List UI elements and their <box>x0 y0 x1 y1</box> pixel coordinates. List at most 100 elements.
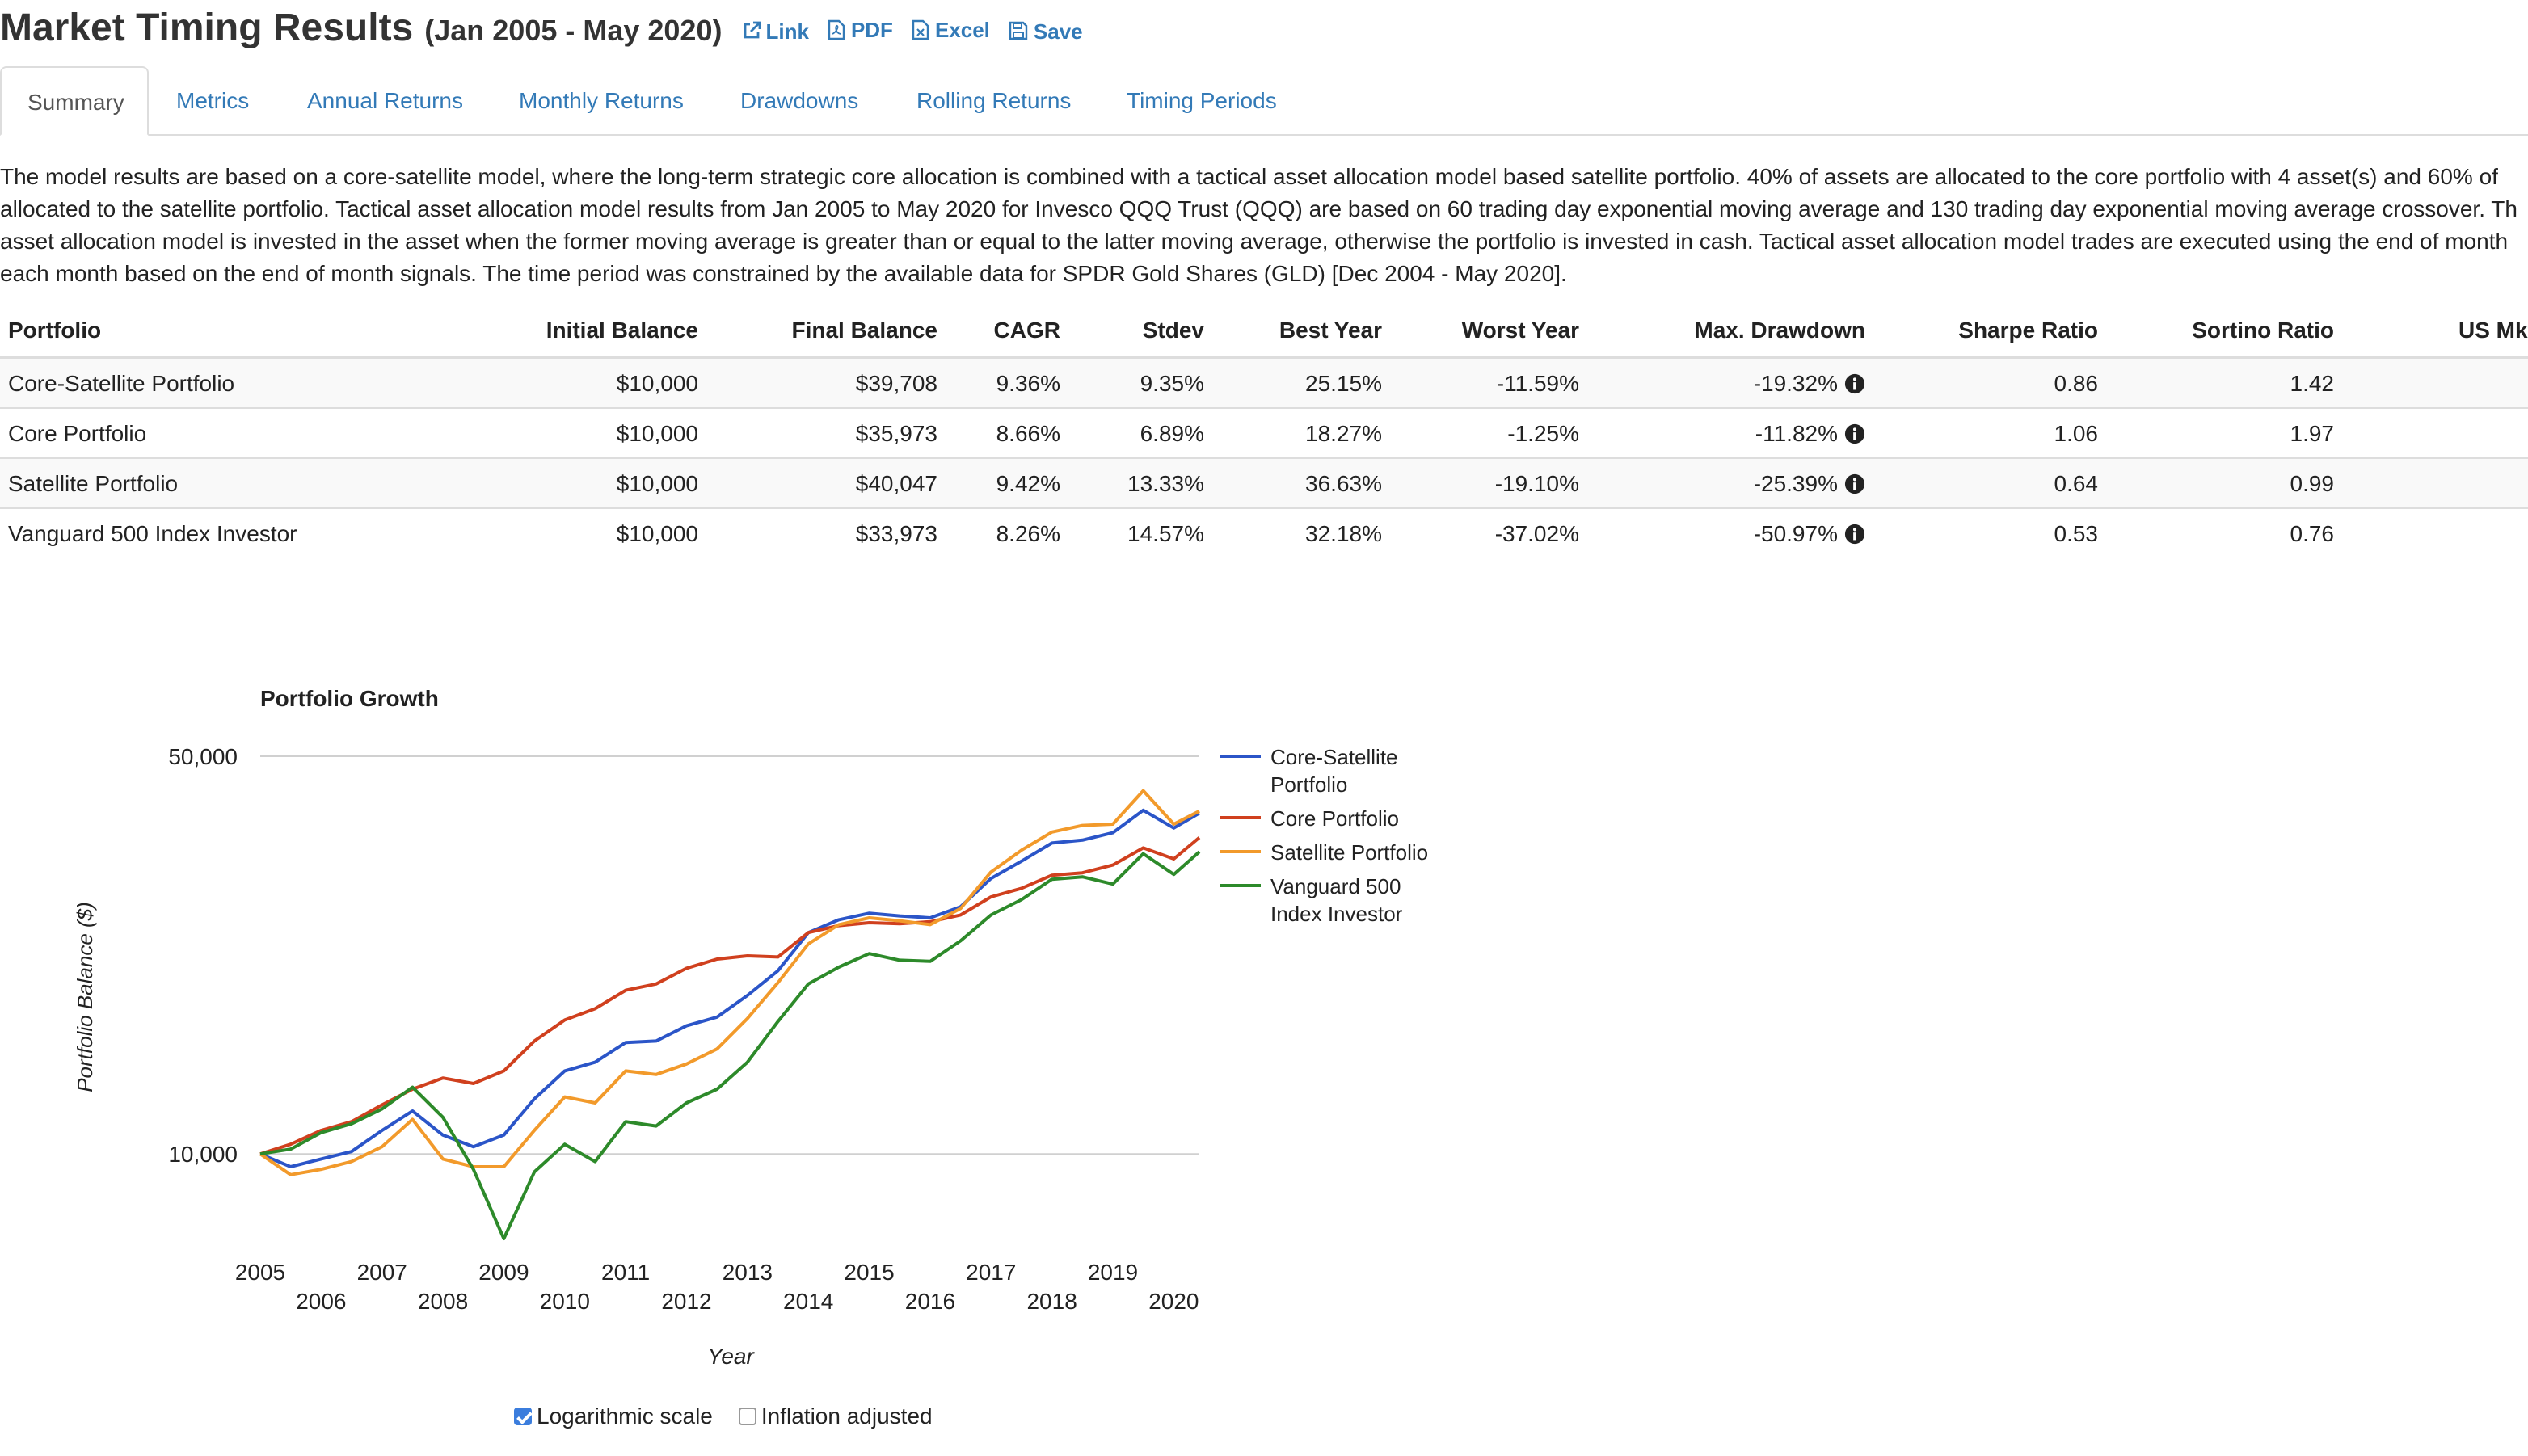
x-tick-label: 2005 <box>235 1260 285 1285</box>
tab-timing-periods[interactable]: Timing Periods <box>1127 87 1277 113</box>
col-final-balance: Final Balance <box>698 304 937 359</box>
tab-metrics[interactable]: Metrics <box>176 87 250 113</box>
x-axis-label: Year <box>707 1344 755 1369</box>
link-label: Link <box>765 19 809 43</box>
cell-sortino-ratio: 0.76 <box>2098 507 2334 558</box>
chart-options: Logarithmic scale Inflation adjusted <box>514 1403 933 1429</box>
series-line <box>259 789 1200 1176</box>
max-drawdown-value: -11.82% <box>1755 420 1838 446</box>
cell-initial-balance: $10,000 <box>427 507 698 558</box>
results-tabs: Summary Metrics Annual Returns Monthly R… <box>0 66 2528 136</box>
cell-portfolio: Core-Satellite Portfolio <box>0 356 427 408</box>
cell-final-balance: $40,047 <box>698 457 937 508</box>
info-icon[interactable] <box>1844 524 1865 545</box>
cell-worst-year: -19.10% <box>1382 457 1579 508</box>
cell-us-mkt <box>2334 407 2528 458</box>
table-row: Satellite Portfolio $10,000 $40,047 9.42… <box>0 457 2528 508</box>
results-table: Portfolio Initial Balance Final Balance … <box>0 304 2528 558</box>
pdf-file-icon <box>828 19 846 40</box>
log-scale-toggle[interactable]: Logarithmic scale <box>514 1403 713 1429</box>
results-header: Market Timing Results (Jan 2005 - May 20… <box>0 6 1083 52</box>
legend-item[interactable]: Vanguard 500 Index Investor <box>1220 874 1403 926</box>
cell-sharpe-ratio: 0.86 <box>1865 356 2098 408</box>
log-scale-checkbox[interactable] <box>514 1407 532 1424</box>
table-row: Vanguard 500 Index Investor $10,000 $33,… <box>0 507 2528 558</box>
legend-item[interactable]: Satellite Portfolio <box>1220 840 1428 865</box>
cell-best-year: 18.27% <box>1204 407 1382 458</box>
cell-sortino-ratio: 1.97 <box>2098 407 2334 458</box>
cell-sharpe-ratio: 1.06 <box>1865 407 2098 458</box>
col-best-year: Best Year <box>1204 304 1382 359</box>
cell-best-year: 36.63% <box>1204 457 1382 508</box>
cell-final-balance: $35,973 <box>698 407 937 458</box>
col-stdev: Stdev <box>1060 304 1204 359</box>
x-tick-label: 2011 <box>601 1260 650 1285</box>
cell-max-drawdown: -19.32% <box>1579 356 1865 408</box>
x-tick-label: 2018 <box>1026 1289 1077 1314</box>
col-sortino-ratio: Sortino Ratio <box>2098 304 2334 359</box>
info-icon[interactable] <box>1844 423 1865 444</box>
col-cagr: CAGR <box>937 304 1060 359</box>
tab-drawdowns[interactable]: Drawdowns <box>740 87 859 113</box>
save-label: Save <box>1033 19 1083 43</box>
legend-label: Core Portfolio <box>1270 806 1399 831</box>
cell-stdev: 13.33% <box>1060 457 1204 508</box>
cell-us-mkt <box>2334 356 2528 408</box>
cell-best-year: 25.15% <box>1204 356 1382 408</box>
cell-portfolio: Core Portfolio <box>0 407 427 458</box>
info-icon[interactable] <box>1844 373 1865 394</box>
cell-stdev: 6.89% <box>1060 407 1204 458</box>
external-link-icon <box>744 21 761 39</box>
excel-button[interactable]: Excel <box>912 18 990 42</box>
x-tick-label: 2020 <box>1148 1289 1199 1314</box>
save-button[interactable]: Save <box>1009 19 1083 43</box>
x-tick-label: 2012 <box>661 1289 711 1314</box>
cell-sharpe-ratio: 0.64 <box>1865 457 2098 508</box>
y-tick-label: 10,000 <box>168 1142 238 1167</box>
tab-summary[interactable]: Summary <box>0 66 149 136</box>
legend-item[interactable]: Core Portfolio <box>1220 806 1399 831</box>
cell-initial-balance: $10,000 <box>427 407 698 458</box>
inflation-checkbox[interactable] <box>738 1407 756 1424</box>
table-row: Core Portfolio $10,000 $35,973 8.66% 6.8… <box>0 407 2528 458</box>
col-max-drawdown: Max. Drawdown <box>1579 304 1865 359</box>
page-title: Market Timing Results <box>0 6 414 50</box>
max-drawdown-value: -25.39% <box>1753 470 1838 496</box>
cell-max-drawdown: -11.82% <box>1579 407 1865 458</box>
inflation-label: Inflation adjusted <box>761 1403 933 1429</box>
x-tick-label: 2019 <box>1088 1260 1138 1285</box>
link-button[interactable]: Link <box>741 19 809 43</box>
max-drawdown-value: -50.97% <box>1753 520 1838 546</box>
portfolio-growth-chart: Portfolio Growth Portfolio Balance ($) Y… <box>73 686 1428 1369</box>
cell-stdev: 9.35% <box>1060 356 1204 408</box>
info-icon[interactable] <box>1844 473 1865 494</box>
tab-rolling-returns[interactable]: Rolling Returns <box>916 87 1072 113</box>
description-line: The model results are based on a core-sa… <box>0 163 2498 189</box>
chart-title: Portfolio Growth <box>260 686 439 711</box>
tab-annual-returns[interactable]: Annual Returns <box>307 87 464 113</box>
table-header-row: Portfolio Initial Balance Final Balance … <box>0 304 2528 359</box>
series-line <box>259 836 1201 1156</box>
log-scale-label: Logarithmic scale <box>537 1403 713 1429</box>
series-line <box>259 850 1201 1240</box>
tab-monthly-returns[interactable]: Monthly Returns <box>519 87 684 113</box>
cell-worst-year: -1.25% <box>1382 407 1579 458</box>
cell-best-year: 32.18% <box>1204 507 1382 558</box>
cell-cagr: 9.42% <box>937 457 1060 508</box>
inflation-toggle[interactable]: Inflation adjusted <box>738 1403 933 1429</box>
pdf-button[interactable]: PDF <box>828 18 893 42</box>
save-floppy-icon <box>1009 21 1029 40</box>
legend-item[interactable]: Core-Satellite Portfolio <box>1220 745 1398 797</box>
description-line: allocated to the satellite portfolio. Ta… <box>0 196 2517 221</box>
description-line: each month based on the end of month sig… <box>0 260 1567 286</box>
cell-max-drawdown: -25.39% <box>1579 457 1865 508</box>
legend-label: Satellite Portfolio <box>1270 840 1428 865</box>
x-tick-label: 2017 <box>966 1260 1016 1285</box>
x-tick-label: 2009 <box>478 1260 529 1285</box>
cell-cagr: 8.26% <box>937 507 1060 558</box>
date-range: (Jan 2005 - May 2020) <box>424 15 723 47</box>
col-initial-balance: Initial Balance <box>427 304 698 359</box>
x-tick-label: 2015 <box>844 1260 894 1285</box>
cell-us-mkt <box>2334 507 2528 558</box>
x-tick-label: 2013 <box>723 1260 773 1285</box>
